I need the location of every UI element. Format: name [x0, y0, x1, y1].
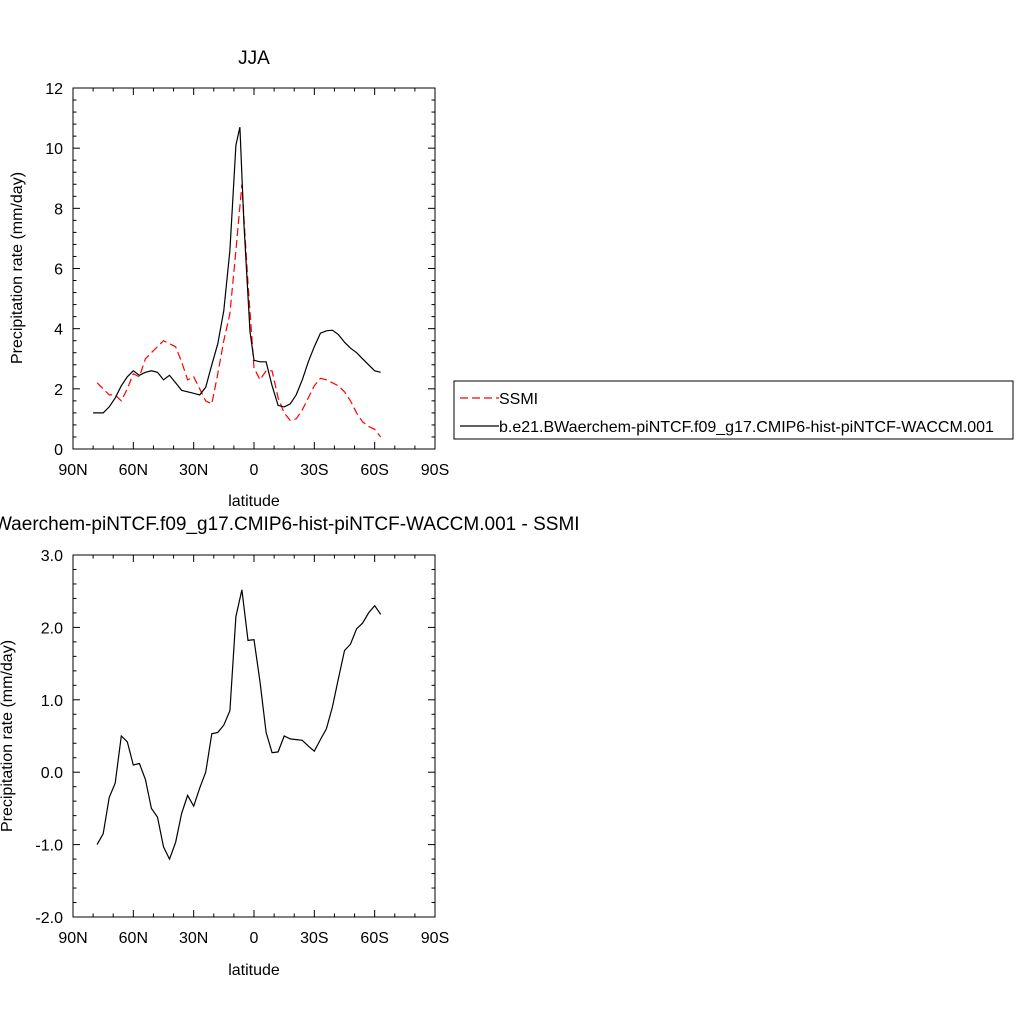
x-tick-label: 60S	[360, 930, 388, 947]
x-tick-label: 90S	[421, 462, 449, 479]
chart-2-x-axis-label: latitude	[228, 962, 280, 979]
chart-1-x-tick-labels: 90N 60N 30N 0 30S 60S 90S	[58, 462, 449, 479]
x-tick-label: 60N	[119, 462, 148, 479]
y-tick-label: 0	[54, 442, 63, 459]
x-tick-label: 30S	[300, 930, 328, 947]
legend-label-ssmi: SSMI	[499, 391, 538, 408]
chart-1-legend: SSMI b.e21.BWaerchem-piNTCF.f09_g17.CMIP…	[453, 380, 1014, 440]
chart-2-plot-frame	[72, 554, 436, 918]
x-tick-label: 0	[250, 930, 259, 947]
legend-label-model: b.e21.BWaerchem-piNTCF.f09_g17.CMIP6-his…	[499, 419, 994, 436]
x-tick-label: 60S	[360, 462, 388, 479]
y-tick-label: 6	[54, 262, 63, 279]
x-tick-label: 90S	[421, 930, 449, 947]
chart-1-title: JJA	[238, 48, 270, 69]
y-tick-label: 4	[54, 322, 63, 339]
x-tick-label: 30S	[300, 462, 328, 479]
chart-1-plot-frame	[72, 87, 436, 450]
x-tick-label: 90N	[58, 462, 87, 479]
x-tick-label: 0	[250, 462, 259, 479]
chart-1-series	[93, 126, 382, 438]
chart-2-y-axis-label: Precipitation rate (mm/day)	[0, 640, 16, 832]
chart-2-title: b.e21.BWaerchem-piNTCF.f09_g17.CMIP6-his…	[0, 514, 580, 535]
chart-1-x-axis-label: latitude	[228, 493, 280, 510]
y-tick-label: -1.0	[35, 838, 63, 855]
x-tick-label: 30N	[179, 930, 208, 947]
chart-1-y-axis-label: Precipitation rate (mm/day)	[9, 172, 26, 364]
chart-2-y-tick-labels: -2.0 -1.0 0.0 1.0 2.0 3.0	[35, 548, 63, 927]
y-tick-label: 2.0	[41, 620, 63, 637]
x-tick-label: 90N	[58, 930, 87, 947]
x-tick-label: 30N	[179, 462, 208, 479]
chart-2-tick-marks	[72, 554, 436, 918]
y-tick-label: -2.0	[35, 910, 63, 927]
chart-1-y-tick-labels: 0 2 4 6 8 10 12	[45, 81, 63, 459]
series-line-model	[93, 126, 381, 414]
panel-2: b.e21.BWaerchem-piNTCF.f09_g17.CMIP6-his…	[0, 514, 580, 979]
y-tick-label: 8	[54, 201, 63, 218]
y-tick-label: 12	[45, 81, 63, 98]
series-line-difference	[96, 589, 382, 861]
chart-2-x-tick-labels: 90N 60N 30N 0 30S 60S 90S	[58, 930, 449, 947]
y-tick-label: 10	[45, 141, 63, 158]
y-tick-label: 0.0	[41, 765, 63, 782]
y-tick-label: 2	[54, 382, 63, 399]
legend-box	[453, 380, 1014, 440]
panel-1: JJA 90N 60N 30N 0 30S 60S 90S 0 2 4 6 8 10 12 latitu…	[9, 48, 1014, 510]
chart-1-tick-marks	[72, 87, 436, 450]
chart-2-series	[96, 589, 382, 861]
y-tick-label: 1.0	[41, 693, 63, 710]
y-tick-label: 3.0	[41, 548, 63, 565]
x-tick-label: 60N	[119, 930, 148, 947]
series-line-ssmi	[96, 184, 382, 438]
